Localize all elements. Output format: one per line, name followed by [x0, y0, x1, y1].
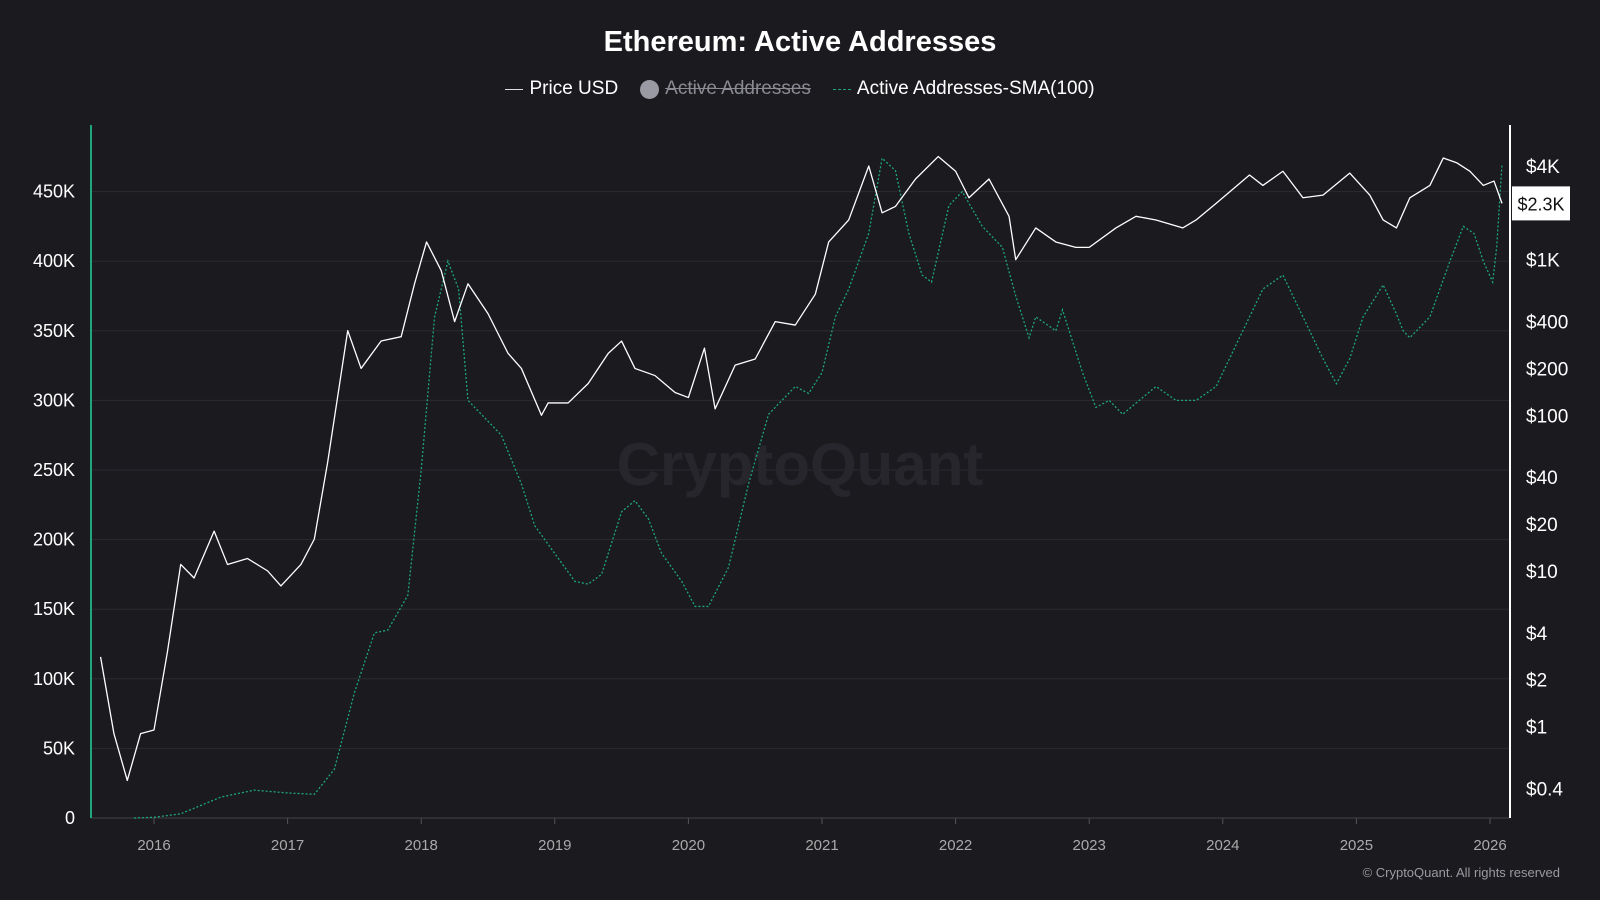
- x-axis-tick-label: 2018: [405, 837, 438, 854]
- left-axis-tick-label: 200K: [33, 530, 75, 550]
- price-series-line: [99, 155, 1503, 782]
- legend-item-price[interactable]: Price USD: [505, 78, 618, 100]
- left-axis-tick-label: 150K: [33, 599, 75, 619]
- right-axis-tick-label: $200: [1526, 359, 1568, 380]
- right-axis-tick-label: $100: [1526, 406, 1568, 427]
- legend-label: Active Addresses-SMA(100): [856, 78, 1095, 99]
- current-price-label: $2.3K: [1517, 194, 1564, 214]
- legend-label: Price USD: [529, 78, 619, 99]
- x-axis-tick-label: 2021: [805, 837, 838, 854]
- legend-line-swatch-icon: [505, 88, 524, 90]
- legend-label: Active Addresses: [665, 78, 811, 99]
- left-axis-tick-label: 400K: [33, 251, 75, 271]
- legend-dot-swatch-icon: [640, 79, 660, 99]
- legend-item-active-addresses[interactable]: Active Addresses: [640, 78, 811, 100]
- x-axis-tick-label: 2019: [538, 837, 571, 854]
- right-axis-tick-label: $1: [1526, 717, 1547, 738]
- right-axis-tick-label: $400: [1526, 313, 1568, 334]
- right-axis-tick-label: $20: [1526, 515, 1558, 536]
- left-axis-tick-label: 100K: [33, 669, 75, 689]
- right-axis-tick-label: $40: [1526, 468, 1558, 489]
- x-axis-tick-label: 2025: [1340, 837, 1373, 854]
- x-axis-tick-label: 2026: [1473, 837, 1506, 854]
- left-axis-tick-label: 250K: [33, 460, 75, 480]
- x-axis-tick-label: 2016: [137, 837, 170, 854]
- watermark: CryptoQuant: [617, 431, 984, 498]
- sma-series-line: [133, 156, 1503, 819]
- legend: Price USD Active Addresses Active Addres…: [0, 78, 1600, 100]
- legend-dash-swatch-icon: [832, 88, 851, 90]
- x-axis-tick-label: 2022: [939, 837, 972, 854]
- left-axis-tick-label: 300K: [33, 390, 75, 410]
- x-axis-tick-label: 2024: [1206, 837, 1239, 854]
- left-axis-tick-label: 350K: [33, 321, 75, 341]
- x-axis-tick-label: 2023: [1073, 837, 1106, 854]
- x-axis-tick-label: 2017: [271, 837, 304, 854]
- right-axis-tick-label: $0.4: [1526, 779, 1563, 800]
- chart-title: Ethereum: Active Addresses: [603, 26, 997, 58]
- right-axis-tick-label: $10: [1526, 562, 1558, 583]
- right-axis-tick-label: $1K: [1526, 251, 1560, 272]
- current-price-badge: [1512, 186, 1570, 221]
- left-axis-tick-label: 50K: [43, 738, 75, 758]
- x-axis-tick-label: 2020: [672, 837, 705, 854]
- right-axis-tick-label: $4: [1526, 624, 1548, 645]
- copyright: © CryptoQuant. All rights reserved: [1362, 865, 1560, 880]
- left-axis-tick-label: 450K: [33, 182, 75, 202]
- legend-item-sma[interactable]: Active Addresses-SMA(100): [832, 78, 1095, 100]
- left-axis-tick-label: 0: [65, 808, 75, 828]
- right-axis-tick-label: $2: [1526, 671, 1547, 692]
- right-axis-tick-label: $4K: [1526, 157, 1560, 178]
